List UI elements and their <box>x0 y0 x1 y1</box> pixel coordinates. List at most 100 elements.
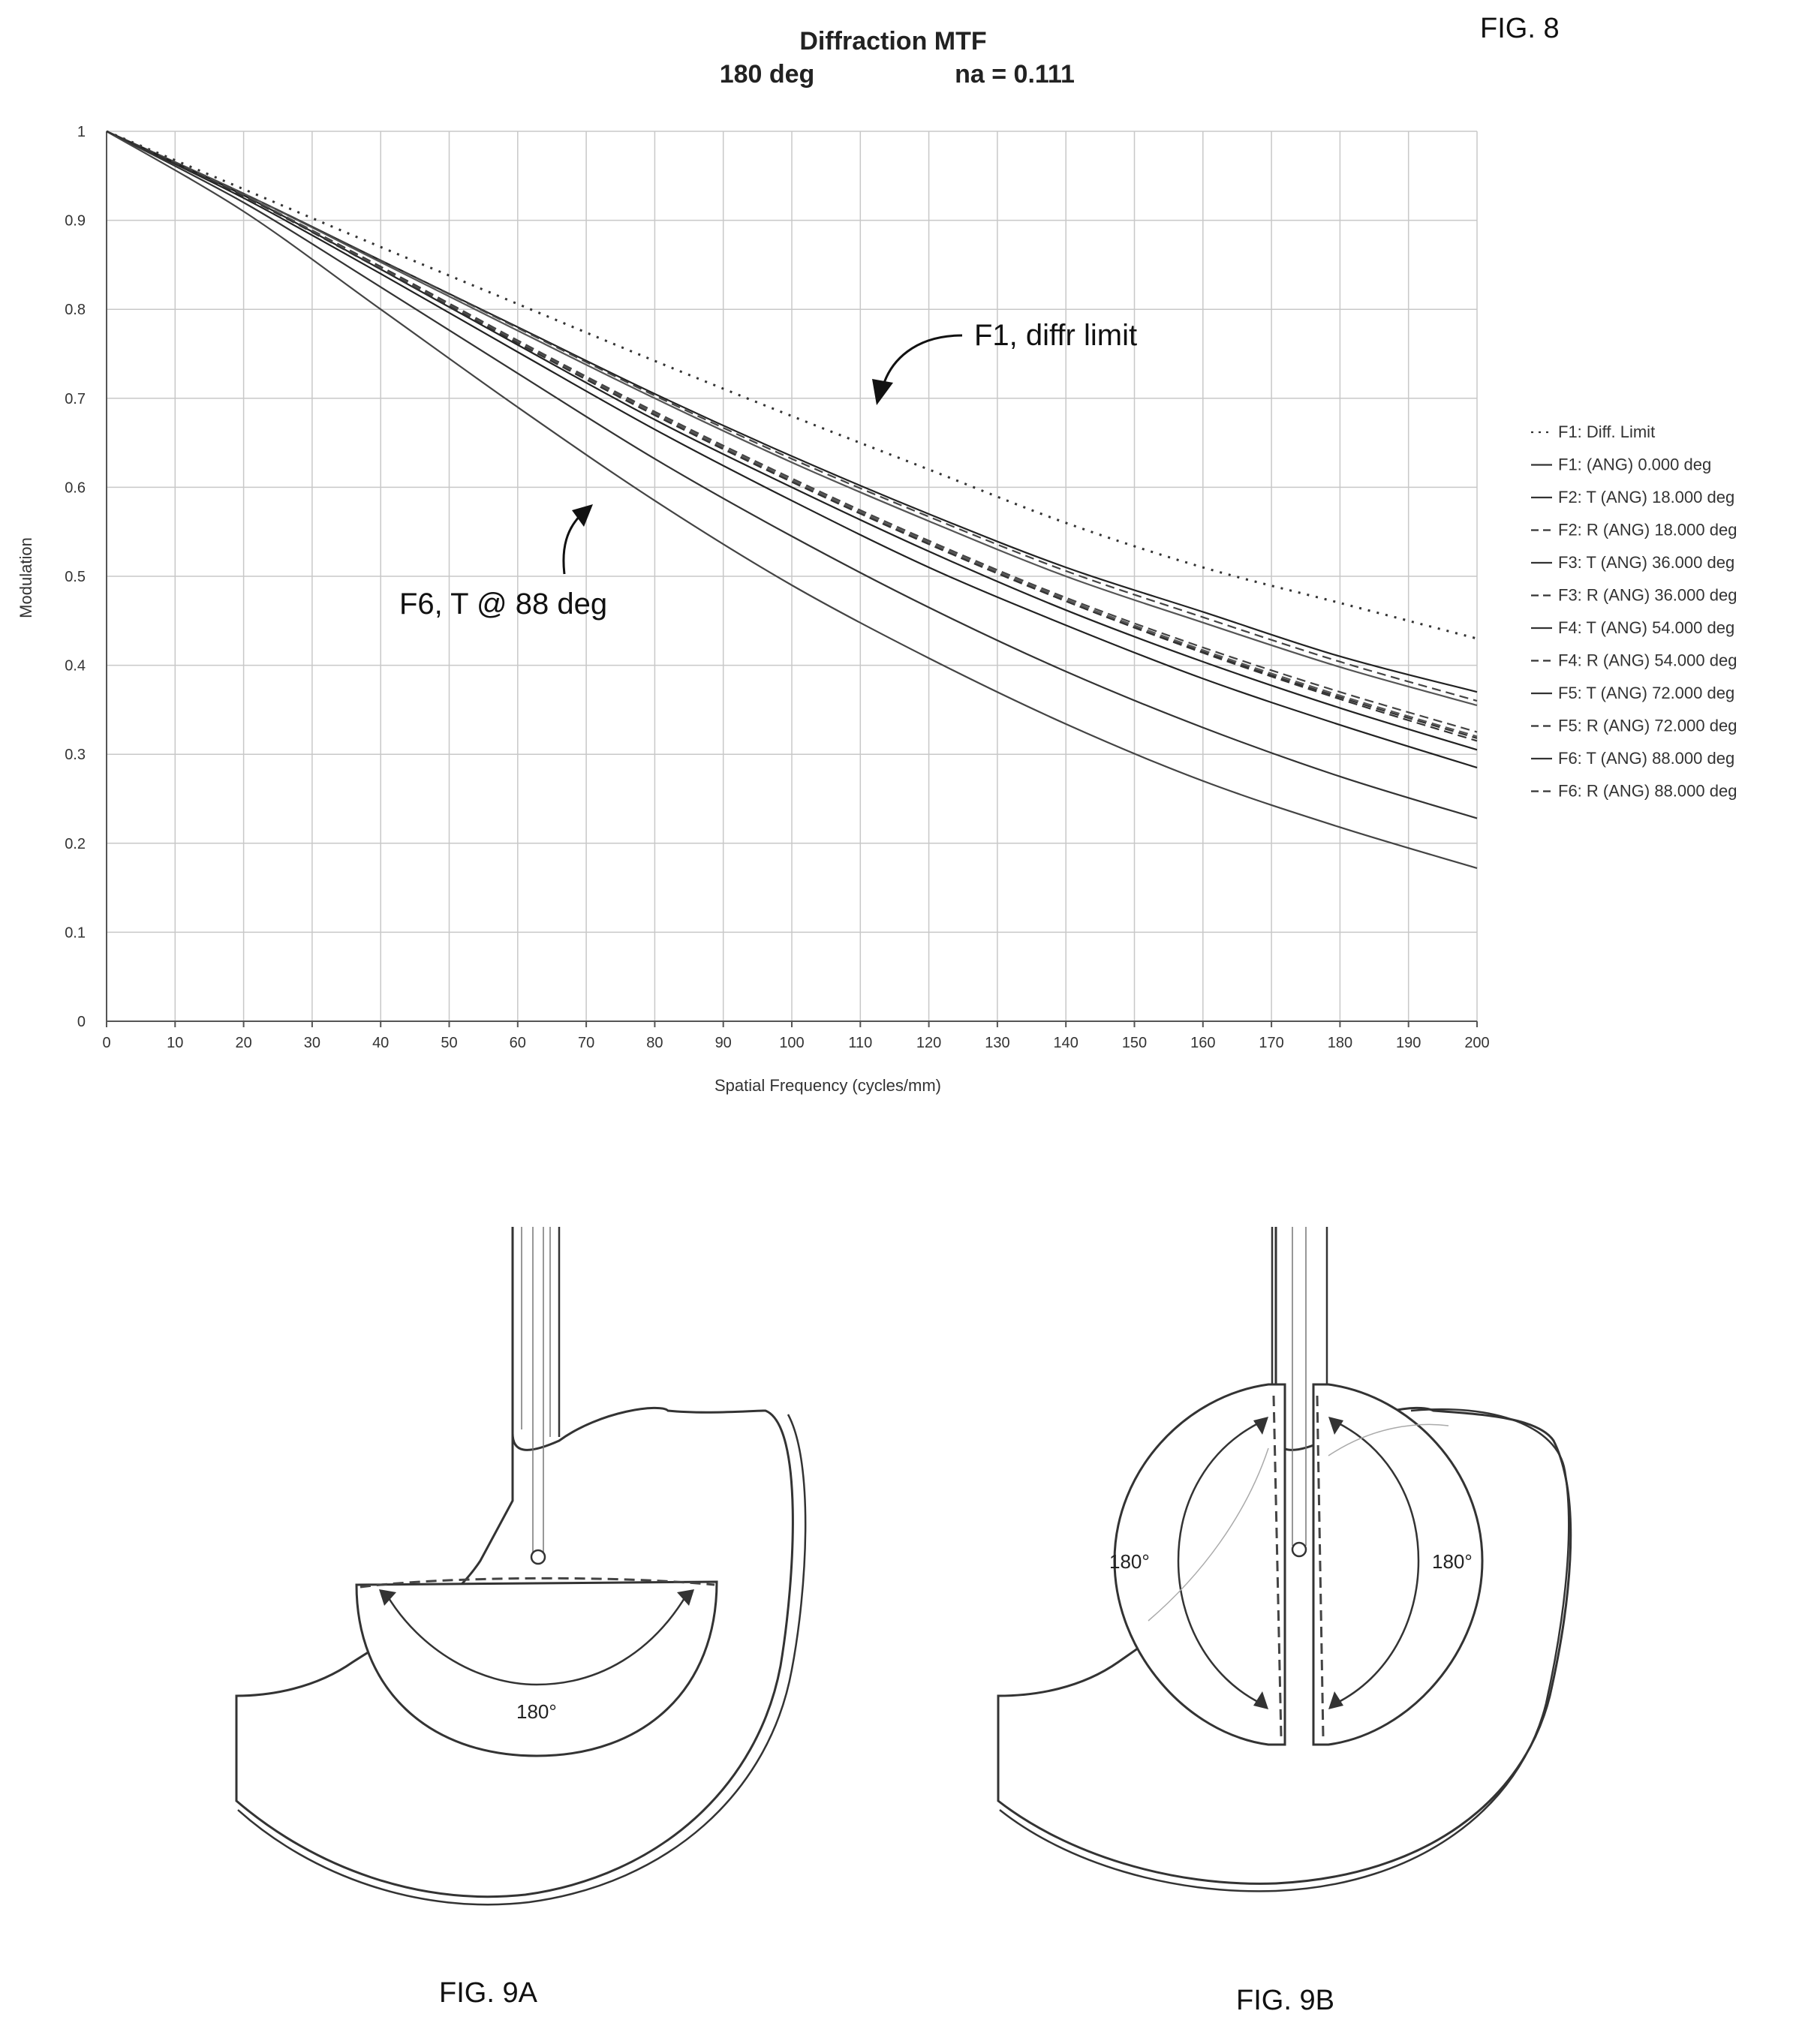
fig9b-body-inner <box>999 1408 1570 1892</box>
fig9b-left-arrowhead-top <box>1253 1417 1268 1435</box>
chart-series <box>106 130 1478 870</box>
x-tick-label: 190 <box>1396 1035 1421 1051</box>
y-tick-label: 0.8 <box>65 302 86 318</box>
chart-legend: F1: Diff. Limit F1: (ANG) 0.000 deg F2: T … <box>1531 422 1737 801</box>
fig9a-probe-tip <box>530 1549 546 1565</box>
x-tick-label: 180 <box>1328 1035 1352 1051</box>
y-tick-label: 0 <box>77 1014 86 1030</box>
x-tick-labels: 0 10 20 30 40 50 60 70 80 90 100 110 120 130 140 150 160… <box>102 1035 1489 1051</box>
fig9b-probe-tip <box>1291 1541 1307 1558</box>
x-tick-label: 0 <box>102 1035 110 1051</box>
legend-entry: F4: T (ANG) 54.000 deg <box>1558 618 1734 637</box>
y-tick-label: 0.2 <box>65 836 86 852</box>
fig9a-sector <box>355 1580 718 1757</box>
y-tick-label: 0.7 <box>65 391 86 407</box>
x-tick-label: 130 <box>985 1035 1009 1051</box>
x-tick-label: 200 <box>1464 1035 1489 1051</box>
fig9b-label: FIG. 9B <box>1236 1985 1334 2016</box>
y-tick-label: 0.6 <box>65 479 86 496</box>
y-tick-label: 0.5 <box>65 569 86 585</box>
chart-axes <box>106 131 1478 1027</box>
fig9b-angle-label-right: 180° <box>1432 1550 1473 1573</box>
series-line-12 <box>106 131 1478 739</box>
fig9b-left-arc <box>1177 1420 1262 1705</box>
x-tick-label: 160 <box>1190 1035 1215 1051</box>
series-line-1 <box>106 130 1478 640</box>
fig9b-faint-curve-right <box>1328 1423 1449 1456</box>
fig9b-left-arrowhead-bottom <box>1253 1691 1268 1709</box>
fig9b-drawing: 180° 180° <box>997 1227 1572 1892</box>
legend-entry: F5: R (ANG) 72.000 deg <box>1558 717 1737 735</box>
chart-grid <box>107 131 1478 1021</box>
x-tick-label: 70 <box>578 1035 594 1051</box>
fig9a-angle-arc <box>385 1594 688 1686</box>
x-tick-label: 60 <box>510 1035 526 1051</box>
legend-entry: F6: T (ANG) 88.000 deg <box>1558 749 1734 768</box>
series-line-7 <box>106 131 1478 769</box>
fig9a-label: FIG. 9A <box>439 1977 538 2009</box>
legend-entry: F1: Diff. Limit <box>1558 422 1655 441</box>
annotation-f6-text: F6, T @ 88 deg <box>399 588 607 621</box>
fig9b-right-arrowhead-top <box>1328 1417 1343 1435</box>
y-tick-label: 0.3 <box>65 747 86 763</box>
arrowhead-top <box>872 379 893 405</box>
x-tick-label: 140 <box>1054 1035 1079 1051</box>
x-tick-label: 40 <box>372 1035 389 1051</box>
fig9b-right-arrowhead-bottom <box>1328 1691 1343 1709</box>
fig9a-sector-rim <box>360 1577 715 1589</box>
fig9a-body-inner <box>237 1414 807 1906</box>
y-tick-label: 0.9 <box>65 213 86 230</box>
fig9b-left-sector <box>1113 1383 1286 1746</box>
chart-subtitle-right: na = 0.111 <box>955 60 1075 89</box>
chart-title: Diffraction MTF <box>799 27 986 56</box>
legend-entry: F2: R (ANG) 18.000 deg <box>1558 521 1737 540</box>
fig9b-right-arc <box>1335 1420 1420 1705</box>
annotation-diffr-limit-text: F1, diffr limit <box>974 319 1137 352</box>
x-tick-label: 10 <box>167 1035 183 1051</box>
y-tick-label: 1 <box>77 124 86 140</box>
fig9b-right-sector <box>1312 1383 1484 1746</box>
fig9b-center-gap-right <box>1316 1395 1325 1738</box>
x-tick-label: 110 <box>848 1035 872 1051</box>
y-axis-label: Modulation <box>17 537 35 618</box>
y-tick-label: 0.4 <box>65 658 86 675</box>
legend-entry: F3: R (ANG) 36.000 deg <box>1558 586 1737 605</box>
fig9a-arrowhead-right <box>677 1589 694 1606</box>
x-tick-label: 90 <box>715 1035 732 1051</box>
arrowhead-bottom <box>572 504 593 527</box>
legend-entry: F4: R (ANG) 54.000 deg <box>1558 651 1737 670</box>
chart-subtitle-left: 180 deg <box>720 60 815 89</box>
fig9a-body <box>235 1227 794 1898</box>
y-tick-label: 0.1 <box>65 924 86 941</box>
series-line-9 <box>106 131 1478 819</box>
x-tick-label: 50 <box>441 1035 457 1051</box>
legend-entry: F1: (ANG) 0.000 deg <box>1558 455 1711 474</box>
fig9b-faint-curve-left <box>1148 1447 1269 1622</box>
series-line-5 <box>106 131 1478 751</box>
legend-entry: F5: T (ANG) 72.000 deg <box>1558 684 1734 702</box>
series-line-3 <box>106 130 1478 707</box>
legend-entry: F3: T (ANG) 36.000 deg <box>1558 553 1734 572</box>
x-tick-label: 30 <box>304 1035 320 1051</box>
annotation-arrow-top <box>880 334 963 391</box>
x-tick-label: 120 <box>916 1035 941 1051</box>
fig9a-arrowhead-left <box>379 1589 396 1606</box>
fig9b-angle-label-left: 180° <box>1109 1550 1150 1573</box>
fig9a-angle-label: 180° <box>516 1700 557 1723</box>
legend-entry: F2: T (ANG) 18.000 deg <box>1558 488 1734 506</box>
x-tick-label: 150 <box>1122 1035 1147 1051</box>
series-line-8 <box>106 131 1478 733</box>
series-line-10 <box>106 131 1478 738</box>
legend-entry: F6: R (ANG) 88.000 deg <box>1558 782 1737 801</box>
series-line-11 <box>106 131 1478 870</box>
annotation-arrow-bottom <box>562 513 583 575</box>
fig9a-drawing: 180° <box>235 1227 807 1906</box>
x-tick-label: 20 <box>235 1035 251 1051</box>
annotation-diffr-limit: F1, diffr limit <box>872 319 1137 405</box>
x-tick-label: 170 <box>1259 1035 1283 1051</box>
x-tick-label: 100 <box>779 1035 804 1051</box>
mtf-chart: 0 10 20 30 40 50 60 70 80 90 100 110 120 130 140 150 160… <box>17 124 1737 1095</box>
fig8-label: FIG. 8 <box>1480 13 1560 44</box>
series-line-4 <box>106 130 1478 702</box>
